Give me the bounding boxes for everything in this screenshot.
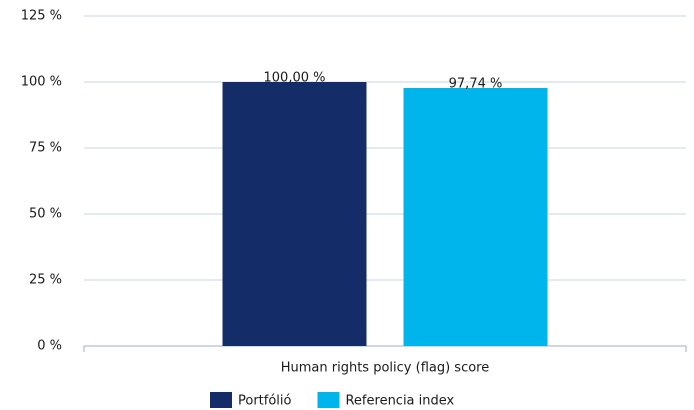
value-label: 100,00 %	[264, 71, 326, 86]
legend-swatch	[317, 392, 340, 408]
legend-label: Referencia index	[345, 394, 454, 409]
legend-swatch	[210, 392, 232, 408]
y-tick-label: 25 %	[29, 273, 62, 288]
y-tick-label: 50 %	[29, 207, 62, 222]
value-label: 97,74 %	[449, 76, 503, 91]
y-tick-label: 0 %	[37, 339, 62, 354]
y-tick-label: 75 %	[29, 141, 62, 156]
x-tick-label: Human rights policy (flag) score	[281, 361, 489, 376]
bar	[403, 87, 548, 346]
bar	[222, 82, 367, 346]
legend-label: Portfólió	[238, 394, 292, 409]
y-tick-label: 125 %	[21, 9, 62, 24]
y-tick-label: 100 %	[21, 75, 62, 90]
